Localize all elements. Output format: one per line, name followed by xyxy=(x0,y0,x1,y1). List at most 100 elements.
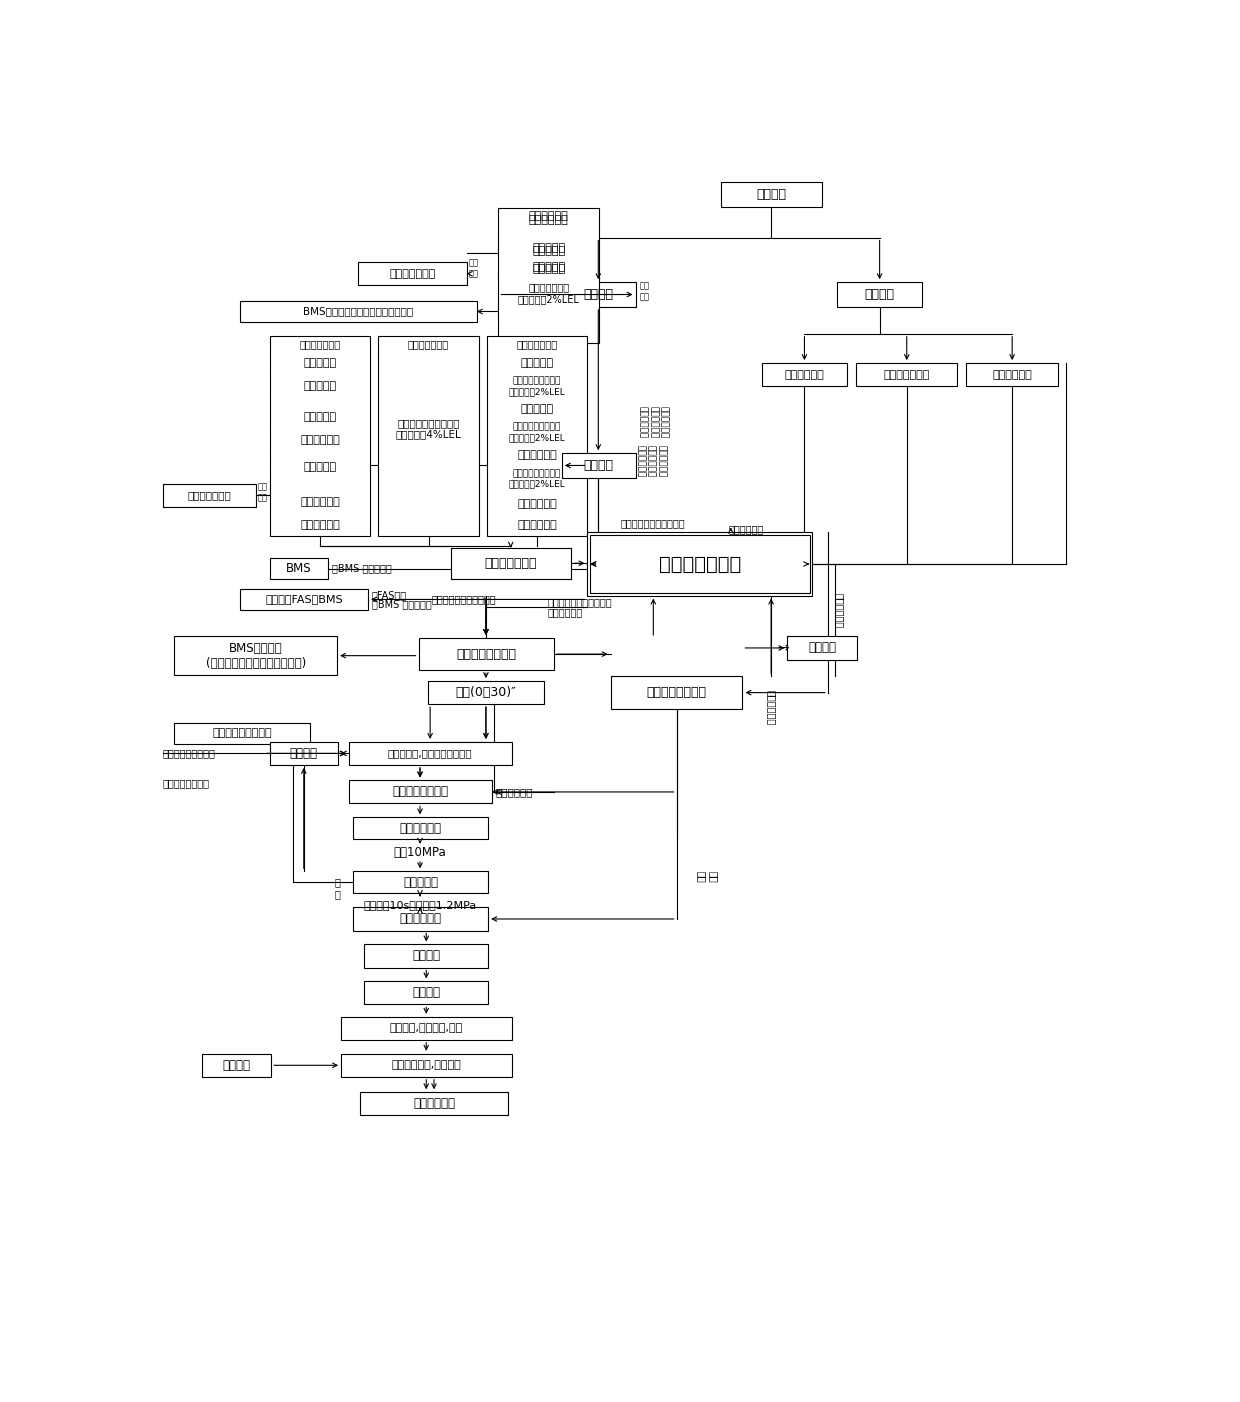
Bar xyxy=(162,484,255,508)
Text: 感温探测器: 感温探测器 xyxy=(532,244,565,254)
Bar xyxy=(175,637,337,674)
Bar xyxy=(175,722,310,744)
Text: 感烟探测器: 感烟探测器 xyxy=(521,358,553,369)
Bar xyxy=(611,676,743,709)
Text: 一次报警: 一次报警 xyxy=(584,287,614,301)
Bar xyxy=(201,1054,272,1077)
Text: 可燃气体探测器
探测浓度为2%LEL: 可燃气体探测器 探测浓度为2%LEL xyxy=(518,282,579,304)
Text: 手动报警按钮: 手动报警按钮 xyxy=(528,210,569,222)
Text: 火灾声光警报
火灾联动控制
火灾联动信号: 火灾声光警报 火灾联动控制 火灾联动信号 xyxy=(639,407,668,439)
Text: 任二只可燃气体探测器
探测浓度为4%LEL: 任二只可燃气体探测器 探测浓度为4%LEL xyxy=(396,418,461,439)
Text: 任一
触发: 任一 触发 xyxy=(640,282,650,301)
Bar xyxy=(428,681,544,704)
Text: 室外声光报警器: 室外声光报警器 xyxy=(187,491,231,501)
Text: 系统管网恢复: 系统管网恢复 xyxy=(413,1098,455,1110)
Bar xyxy=(352,817,489,838)
Text: 细水雾水泵控制器: 细水雾水泵控制器 xyxy=(646,686,707,700)
Text: 报警信号组合一、二、三: 报警信号组合一、二、三 xyxy=(621,519,686,529)
Text: 稳压泵启动: 稳压泵启动 xyxy=(403,875,438,889)
Bar xyxy=(451,548,572,579)
Text: BMS: BMS xyxy=(286,562,311,575)
Text: 断路器断开,阀门开启控制模块: 断路器断开,阀门开启控制模块 xyxy=(388,749,472,758)
Text: 人员发现: 人员发现 xyxy=(864,287,894,301)
Text: 任一可燃气体探测器
探测浓度为2%LEL: 任一可燃气体探测器 探测浓度为2%LEL xyxy=(508,422,565,442)
Text: 感温探测器: 感温探测器 xyxy=(304,381,336,391)
Bar xyxy=(365,981,489,1004)
Text: 可燃气体控制器: 可燃气体控制器 xyxy=(485,557,537,569)
Text: 管网压力下降: 管网压力下降 xyxy=(399,822,441,834)
Text: 喷雾灭火: 喷雾灭火 xyxy=(412,987,440,1000)
Bar xyxy=(562,282,635,307)
Text: 感温探测器: 感温探测器 xyxy=(521,404,553,414)
Text: 报警信号组合一: 报警信号组合一 xyxy=(517,339,558,349)
Text: 释放指示: 释放指示 xyxy=(808,642,836,655)
Text: 低于10MPa: 低于10MPa xyxy=(393,847,446,859)
Text: 开式区域控制阀组: 开式区域控制阀组 xyxy=(392,785,449,799)
Bar xyxy=(761,363,847,386)
Bar xyxy=(837,282,923,307)
Bar xyxy=(419,638,554,670)
Bar xyxy=(341,1054,511,1077)
Bar xyxy=(270,336,371,537)
Text: 蓄
电: 蓄 电 xyxy=(335,878,340,899)
Bar xyxy=(352,907,489,931)
Text: 手动报警按钮: 手动报警按钮 xyxy=(300,435,340,444)
Bar xyxy=(720,182,821,206)
Text: 感烟探测器: 感烟探测器 xyxy=(532,262,565,272)
Text: 细水雾灭火控制器: 细水雾灭火控制器 xyxy=(456,648,516,660)
Text: 火灾声光警报
火灾联动控制
火灾联动信号: 火灾声光警报 火灾联动控制 火灾联动信号 xyxy=(636,444,666,477)
Text: 任一可燃气体探测器
探测浓度为2%LEL: 任一可燃气体探测器 探测浓度为2%LEL xyxy=(508,377,565,395)
Text: 感温探测器: 感温探测器 xyxy=(532,245,565,255)
Text: 泵房现场启动: 泵房现场启动 xyxy=(992,370,1032,380)
Text: 状态信号反馈: 状态信号反馈 xyxy=(835,593,844,628)
Text: 脱扣断路器断开信号: 脱扣断路器断开信号 xyxy=(162,749,216,758)
Bar xyxy=(348,742,511,765)
Bar xyxy=(857,363,957,386)
Bar xyxy=(562,453,635,478)
Text: 信号
反馈: 信号 反馈 xyxy=(697,871,718,882)
Bar xyxy=(378,336,479,537)
Text: 报警系统复位,关闭阀箱: 报警系统复位,关闭阀箱 xyxy=(392,1060,461,1070)
Text: 高压主泵启动: 高压主泵启动 xyxy=(399,913,441,925)
Text: 与BMS 无源开关量: 与BMS 无源开关量 xyxy=(332,564,392,573)
Bar xyxy=(365,945,489,967)
Text: 手动报警按钮: 手动报警按钮 xyxy=(300,496,340,506)
Text: 手动报警按钮: 手动报警按钮 xyxy=(517,520,557,530)
Text: 手动报警按钮: 手动报警按钮 xyxy=(528,215,569,224)
Text: 报警信号组合一、二、三: 报警信号组合一、二、三 xyxy=(548,597,613,607)
Text: 机械应急开启: 机械应急开启 xyxy=(496,787,533,796)
Text: 人员撤出、关闭通道: 人员撤出、关闭通道 xyxy=(212,729,272,739)
Text: 状态信号反馈: 状态信号反馈 xyxy=(548,607,583,617)
Text: 状态信号反馈: 状态信号反馈 xyxy=(729,524,764,534)
Bar xyxy=(241,300,476,322)
Text: 感烟探测器: 感烟探测器 xyxy=(304,463,336,472)
Bar xyxy=(787,637,857,659)
Text: 压力开关: 压力开关 xyxy=(290,747,317,760)
Text: 手动报警按钮: 手动报警按钮 xyxy=(300,520,340,530)
Text: 通风换气: 通风换气 xyxy=(222,1059,250,1071)
Text: 状态信号反馈: 状态信号反馈 xyxy=(766,690,776,725)
Bar xyxy=(486,336,588,537)
Text: BMS设备联动
(关风机、断路器、开事故照明): BMS设备联动 (关风机、断路器、开事故照明) xyxy=(206,642,306,670)
Text: 感温探测器: 感温探测器 xyxy=(304,412,336,422)
Text: 报警信号组合三: 报警信号组合三 xyxy=(300,339,341,349)
Text: 消防控制室启动: 消防控制室启动 xyxy=(884,370,930,380)
Bar xyxy=(966,363,1058,386)
Text: 感烟探测器: 感烟探测器 xyxy=(304,358,336,369)
Text: 与FAS通讯: 与FAS通讯 xyxy=(372,590,407,600)
Bar xyxy=(352,871,489,893)
Bar xyxy=(341,1016,511,1040)
Text: 报警信号组合二: 报警信号组合二 xyxy=(408,339,449,349)
Text: 报警信号组合一、二、三: 报警信号组合一、二、三 xyxy=(432,594,496,604)
Text: 二次报警: 二次报警 xyxy=(584,458,614,472)
Bar xyxy=(361,1092,507,1116)
Text: →: → xyxy=(777,641,790,655)
Bar xyxy=(588,533,812,596)
Text: 任一可燃气体探测器
探测浓度为2%LEL: 任一可燃气体探测器 探测浓度为2%LEL xyxy=(508,468,565,488)
Text: 延时(0～30)″: 延时(0～30)″ xyxy=(455,686,516,700)
Text: 与BMS 有源开关量: 与BMS 有源开关量 xyxy=(372,599,432,608)
Text: 确认灭火,关闭泵组,泄压: 确认灭火,关闭泵组,泄压 xyxy=(389,1023,463,1033)
Text: 运行超过10s后达不到1.2MPa: 运行超过10s后达不到1.2MPa xyxy=(363,900,476,910)
Bar xyxy=(498,209,599,343)
Bar xyxy=(270,558,327,579)
